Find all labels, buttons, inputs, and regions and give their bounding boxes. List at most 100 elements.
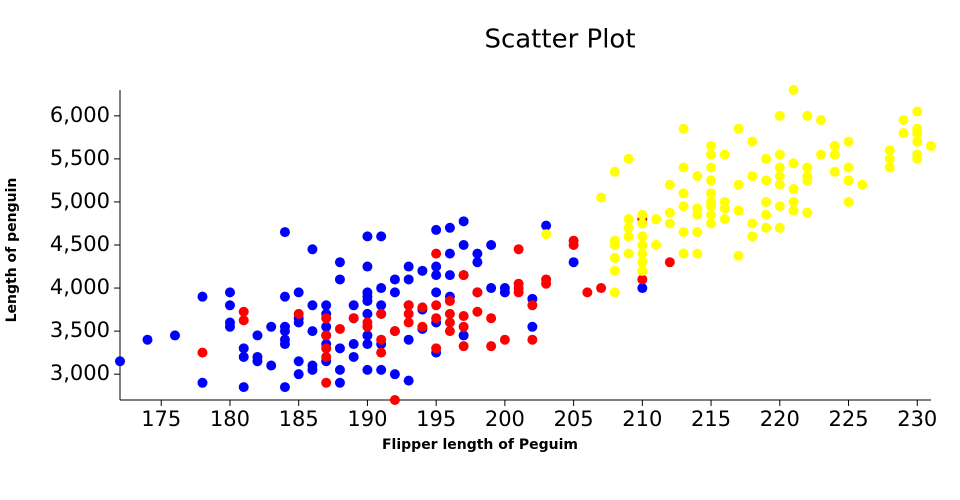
- point: [362, 317, 373, 328]
- point: [637, 231, 648, 242]
- point: [334, 274, 345, 285]
- y-tick-label: 6,000: [50, 103, 110, 127]
- point: [293, 317, 304, 328]
- x-tick-label: 185: [279, 407, 319, 431]
- point: [403, 274, 414, 285]
- point: [417, 321, 428, 332]
- point: [431, 287, 442, 298]
- point: [513, 244, 524, 255]
- point: [761, 196, 772, 207]
- point: [609, 265, 620, 276]
- point: [444, 308, 455, 319]
- point: [843, 196, 854, 207]
- y-tick-label: 5,500: [50, 146, 110, 170]
- point: [417, 265, 428, 276]
- x-tick-label: 190: [347, 407, 387, 431]
- point: [389, 287, 400, 298]
- point: [651, 214, 662, 225]
- point: [376, 308, 387, 319]
- point: [486, 341, 497, 352]
- point: [403, 300, 414, 311]
- point: [706, 162, 717, 173]
- point: [252, 356, 263, 367]
- point: [458, 240, 469, 250]
- point: [334, 377, 345, 388]
- point: [279, 326, 290, 337]
- point: [197, 377, 208, 388]
- point: [829, 140, 840, 151]
- point: [279, 291, 290, 302]
- point: [486, 313, 497, 324]
- point: [637, 218, 648, 229]
- point: [376, 334, 387, 345]
- point: [472, 287, 483, 298]
- point: [719, 214, 730, 225]
- point: [431, 313, 442, 324]
- point: [431, 248, 442, 259]
- point: [912, 106, 923, 117]
- x-tick-label: 210: [622, 407, 662, 431]
- point: [761, 153, 772, 164]
- point: [706, 175, 717, 186]
- point: [747, 171, 758, 182]
- point: [609, 166, 620, 177]
- point: [706, 201, 717, 212]
- point: [197, 291, 208, 302]
- point: [706, 149, 717, 160]
- point: [238, 315, 249, 326]
- point: [857, 179, 868, 190]
- x-tick-label: 175: [141, 407, 181, 431]
- point: [472, 248, 483, 259]
- point: [843, 136, 854, 147]
- point: [527, 334, 538, 345]
- point: [252, 330, 263, 341]
- point: [389, 395, 400, 405]
- point: [747, 136, 758, 147]
- point: [321, 351, 332, 362]
- point: [664, 257, 675, 268]
- point: [623, 214, 634, 225]
- point: [376, 300, 387, 311]
- point: [499, 334, 510, 345]
- point: [692, 227, 703, 238]
- point: [486, 283, 497, 294]
- point: [444, 317, 455, 328]
- point: [761, 222, 772, 233]
- point: [307, 364, 318, 375]
- point: [321, 313, 332, 324]
- point: [279, 339, 290, 350]
- point: [678, 201, 689, 212]
- point: [389, 274, 400, 285]
- point: [568, 257, 579, 268]
- point: [884, 153, 895, 164]
- point: [651, 240, 662, 250]
- point: [266, 321, 277, 332]
- point: [348, 300, 359, 311]
- point: [774, 179, 785, 190]
- point: [637, 248, 648, 259]
- point: [788, 158, 799, 169]
- point: [788, 85, 799, 95]
- x-tick-label: 195: [416, 407, 456, 431]
- point: [733, 123, 744, 134]
- point: [719, 149, 730, 160]
- point: [376, 364, 387, 375]
- point: [348, 313, 359, 324]
- point: [623, 248, 634, 259]
- point: [376, 347, 387, 358]
- point: [431, 270, 442, 281]
- point: [279, 227, 290, 238]
- point: [623, 222, 634, 233]
- y-tick-label: 5,000: [50, 189, 110, 213]
- point: [348, 351, 359, 362]
- point: [706, 209, 717, 220]
- point: [376, 231, 387, 242]
- point: [623, 153, 634, 164]
- point: [664, 179, 675, 190]
- point: [884, 145, 895, 156]
- point: [788, 184, 799, 195]
- point: [706, 140, 717, 151]
- x-tick-label: 200: [485, 407, 525, 431]
- point: [623, 231, 634, 242]
